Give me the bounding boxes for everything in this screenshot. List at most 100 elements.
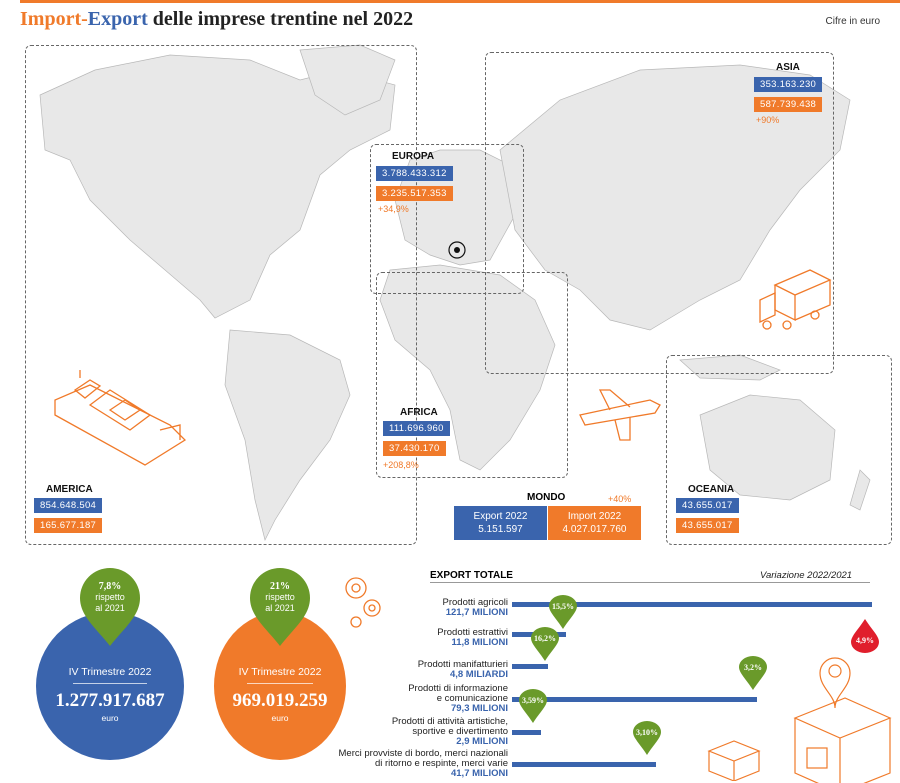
region-box-africa — [376, 272, 568, 478]
export-chart-rule — [430, 582, 870, 583]
airplane-icon — [579, 389, 661, 441]
import-quarter-change: 21% — [270, 581, 290, 592]
export-category-1: Prodotti agricoli 121,7 MILIONI — [443, 598, 508, 618]
box-icon — [707, 740, 761, 781]
export-category-label-4-2: e comunicazione — [436, 693, 508, 704]
export-change-marker-5: 3,10% — [632, 720, 662, 756]
north-america-shape — [39, 54, 396, 319]
export-quarter-change-note2: al 2021 — [95, 603, 125, 613]
america-label: AMERICA — [46, 484, 93, 495]
europa-export-value: 3.788.433.312 — [376, 166, 453, 181]
oceania-label: OCEANIA — [688, 484, 735, 495]
export-change-label-6: 4,9% — [856, 636, 874, 645]
region-box-america — [25, 45, 417, 545]
africa-export-value: 111.696.960 — [383, 421, 450, 436]
export-category-value-3: 4,8 MILIARDI — [449, 669, 508, 680]
import-quarter-unit: euro — [271, 713, 289, 723]
import-quarter-circle: IV Trimestre 2022 969.019.259 euro — [214, 612, 346, 760]
export-quarter-label: IV Trimestre 2022 — [68, 666, 152, 678]
top-accent-line — [20, 0, 900, 3]
import-quarter-change-note1: rispetto — [265, 592, 295, 602]
region-box-oceania — [666, 355, 892, 545]
oceania-export-value: 43.655.017 — [676, 498, 739, 513]
export-quarter-change: 7,8% — [98, 581, 122, 592]
export-quarter-change-note1: rispetto — [95, 592, 125, 602]
new-zealand-shape — [849, 469, 871, 511]
export-category-label-2-1: Prodotti estrattivi — [437, 627, 508, 638]
export-change-label-5: 3,10% — [636, 728, 658, 737]
mondo-export-box: Export 2022 5.151.597 — [454, 506, 547, 540]
export-chart-subtitle: Variazione 2022/2021 — [760, 570, 853, 581]
export-change-marker-6: 4,9% — [850, 618, 880, 654]
export-bar-6 — [512, 762, 656, 767]
package-location-icon — [793, 657, 892, 783]
asia-import-value: 587.739.438 — [754, 97, 823, 112]
export-category-label-5-2: sportive e divertimento — [412, 726, 508, 737]
import-quarter-change-note2: al 2021 — [265, 603, 295, 613]
export-quarter-value: 1.277.917.687 — [55, 690, 165, 711]
mondo-label: MONDO — [527, 492, 566, 503]
import-quarter-change-pin: 21% rispetto al 2021 — [248, 568, 312, 648]
export-bar-3 — [512, 664, 548, 669]
export-change-marker-4: 3,59% — [518, 688, 548, 724]
export-category-label-6-1: Merci provviste di bordo, merci nazional… — [338, 748, 508, 759]
asia-change: +90% — [756, 115, 780, 125]
export-quarter-change-pin: 7,8% rispetto al 2021 — [78, 568, 142, 648]
mondo-export-label: Export 2022 — [473, 511, 528, 522]
africa-import-value: 37.430.170 — [383, 441, 446, 456]
oceania-import-value: 43.655.017 — [676, 518, 739, 533]
cargo-ship-icon — [54, 370, 187, 466]
page-title: Import-Export delle imprese trentine nel… — [20, 8, 414, 30]
region-box-asia — [485, 52, 834, 374]
export-category-value-2: 11,8 MILIONI — [451, 637, 509, 648]
africa-shape — [379, 264, 556, 471]
export-bar-1 — [512, 602, 872, 607]
export-category-label-5-1: Prodotti di attività artistiche, — [391, 716, 508, 727]
export-change-label-4: 3,59% — [522, 696, 544, 705]
export-category-label-4-1: Prodotti di informazione — [408, 683, 508, 694]
gears-icon — [345, 577, 381, 628]
export-change-label-3: 3,2% — [744, 663, 762, 672]
africa-change: +208,8% — [383, 460, 419, 470]
world-map: ASIA 353.163.230 587.739.438 +90% EUROPA… — [25, 44, 892, 545]
asia-shape — [499, 64, 851, 331]
import-quarter-value: 969.019.259 — [232, 690, 328, 711]
export-quarter-unit: euro — [101, 713, 119, 723]
export-chart-title: EXPORT TOTALE — [430, 570, 513, 581]
mondo-import-box: Import 2022 4.027.017.760 — [548, 506, 641, 540]
south-america-shape — [224, 329, 351, 542]
america-import-value: 165.677.187 — [34, 518, 103, 533]
export-bar-5 — [512, 730, 541, 735]
mondo-export-value: 5.151.597 — [478, 524, 523, 535]
export-change-marker-1: 15,5% — [548, 594, 578, 630]
export-category-value-6: 41,7 MILIONI — [450, 768, 508, 779]
mondo-import-value: 4.027.017.760 — [562, 524, 627, 535]
export-category-4: Prodotti di informazione e comunicazione 7… — [408, 684, 508, 714]
europa-import-value: 3.235.517.353 — [376, 186, 453, 201]
export-bar-4 — [512, 697, 757, 702]
export-category-5: Prodotti di attività artistiche, sportive… — [392, 717, 508, 747]
export-category-label-1-1: Prodotti agricoli — [442, 597, 508, 608]
import-quarter-separator — [247, 683, 313, 684]
europa-label: EUROPA — [392, 151, 435, 162]
mondo-change: +40% — [608, 494, 632, 504]
export-category-2: Prodotti estrattivi 11,8 MILIONI — [437, 628, 508, 648]
africa-label: AFRICA — [400, 407, 438, 418]
export-category-value-5: 2,9 MILIONI — [456, 736, 508, 747]
export-quarter-separator — [73, 683, 147, 684]
export-change-marker-3: 3,2% — [738, 655, 768, 691]
export-change-marker-2: 16,2% — [530, 626, 560, 662]
asia-export-value: 353.163.230 — [754, 77, 823, 92]
export-category-label-6-2: di ritorno e respinte, merci varie — [374, 758, 508, 769]
export-change-label-2: 16,2% — [534, 634, 556, 643]
export-category-value-4: 79,3 MILIONI — [450, 703, 508, 714]
america-export-value: 854.648.504 — [34, 498, 103, 513]
export-change-label-1: 15,5% — [552, 602, 574, 611]
europa-change: +34,9% — [378, 204, 409, 214]
australia-shape — [699, 394, 836, 501]
region-box-europa — [370, 144, 524, 294]
truck-icon — [759, 269, 832, 330]
trentino-marker — [448, 241, 466, 259]
export-category-value-1: 121,7 MILIONI — [445, 607, 508, 618]
mondo-import-label: Import 2022 — [567, 511, 622, 522]
